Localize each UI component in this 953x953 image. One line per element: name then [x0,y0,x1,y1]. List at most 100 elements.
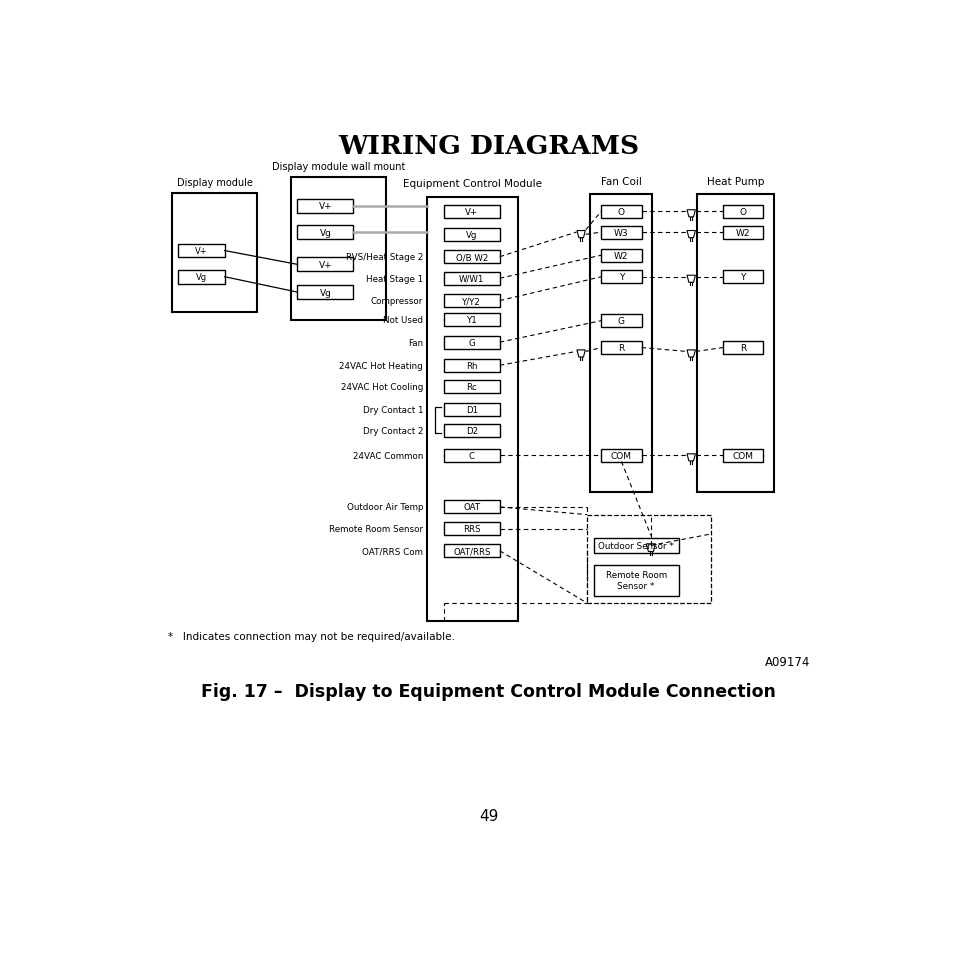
Text: Rc: Rc [466,383,476,392]
Bar [443,359,499,373]
Bar [443,381,499,394]
Text: RRS: RRS [462,524,480,534]
Bar [443,251,499,264]
Bar [443,336,499,350]
Text: Heat Stage 1: Heat Stage 1 [366,274,422,283]
Bar [443,425,499,437]
Text: Y: Y [740,273,745,282]
Text: V+: V+ [465,208,478,216]
Text: 24VAC Hot Cooling: 24VAC Hot Cooling [340,383,422,392]
Bar [443,273,499,286]
Polygon shape [686,232,695,238]
Bar [600,342,641,355]
Text: Dry Contact 1: Dry Contact 1 [362,405,422,415]
Text: Vg: Vg [195,273,207,282]
Text: OAT/RRS Com: OAT/RRS Com [362,547,422,556]
Bar [722,271,762,284]
Bar [600,271,641,284]
Bar [427,198,517,621]
Text: Compressor: Compressor [371,296,422,306]
Bar [297,226,353,240]
Polygon shape [686,276,695,283]
Text: O: O [618,208,624,216]
Text: COM: COM [732,452,753,460]
Bar [443,545,499,558]
Bar [722,342,762,355]
Bar [600,206,641,218]
Text: V+: V+ [318,260,332,270]
Bar [587,516,711,603]
Text: V+: V+ [318,202,332,212]
Text: A09174: A09174 [763,656,809,668]
Text: W/W1: W/W1 [458,274,484,283]
Bar [297,200,353,213]
Bar [172,193,257,313]
Text: COM: COM [610,452,631,460]
Text: Dry Contact 2: Dry Contact 2 [362,427,422,436]
Text: O: O [739,208,746,216]
Bar [722,206,762,218]
Text: Y: Y [618,273,623,282]
Bar [443,229,499,242]
Text: W2: W2 [735,229,750,237]
Polygon shape [686,455,695,461]
Text: Outdoor Sensor *: Outdoor Sensor * [598,541,674,551]
Text: Remote Room Sensor: Remote Room Sensor [329,524,422,534]
Bar [443,522,499,536]
Bar [443,206,499,218]
Text: Not Used: Not Used [383,316,422,325]
Text: OAT: OAT [463,503,480,512]
Bar [178,244,224,258]
Polygon shape [577,351,585,357]
Text: Remote Room
Sensor *: Remote Room Sensor * [605,571,666,590]
Text: WIRING DIAGRAMS: WIRING DIAGRAMS [338,134,639,159]
Text: Fan Coil: Fan Coil [600,176,641,187]
Bar [600,450,641,462]
Text: Vg: Vg [319,229,331,237]
Polygon shape [686,211,695,217]
Bar [443,450,499,462]
Polygon shape [646,544,655,552]
Bar [600,226,641,239]
Text: 49: 49 [478,808,498,823]
Bar [178,271,224,284]
Text: Rh: Rh [466,361,477,371]
Bar [593,565,679,596]
Bar [590,194,652,493]
Text: C: C [468,452,475,460]
Text: V+: V+ [194,247,208,255]
Text: Y/Y2: Y/Y2 [462,296,481,306]
Text: 24VAC Hot Heating: 24VAC Hot Heating [339,361,422,371]
Text: R: R [740,344,745,353]
Bar [291,178,385,320]
Text: D2: D2 [465,427,477,436]
Bar [443,314,499,327]
Text: Heat Pump: Heat Pump [706,176,763,187]
Text: Vg: Vg [466,231,477,239]
Bar [593,538,679,554]
Bar [696,194,773,493]
Text: Fan: Fan [408,338,422,347]
Bar [297,286,353,300]
Text: OAT/RRS: OAT/RRS [453,547,490,556]
Text: Vg: Vg [319,289,331,297]
Text: Outdoor Air Temp: Outdoor Air Temp [346,503,422,512]
Text: G: G [618,316,624,326]
Text: Equipment Control Module: Equipment Control Module [403,179,541,189]
Polygon shape [686,351,695,357]
Text: RVS/Heat Stage 2: RVS/Heat Stage 2 [345,253,422,262]
Text: G: G [468,338,475,347]
Text: W3: W3 [614,229,628,237]
Text: W2: W2 [614,252,628,260]
Text: D1: D1 [465,405,477,415]
Text: 24VAC Common: 24VAC Common [353,452,422,460]
Text: Display module wall mount: Display module wall mount [272,162,405,172]
Bar [722,450,762,462]
Bar [600,250,641,262]
Text: Display module: Display module [176,177,253,188]
Bar [443,501,499,514]
Text: O/B W2: O/B W2 [456,253,488,262]
Bar [297,258,353,272]
Text: Fig. 17 –  Display to Equipment Control Module Connection: Fig. 17 – Display to Equipment Control M… [201,682,776,700]
Text: *   Indicates connection may not be required/available.: * Indicates connection may not be requir… [168,632,455,641]
